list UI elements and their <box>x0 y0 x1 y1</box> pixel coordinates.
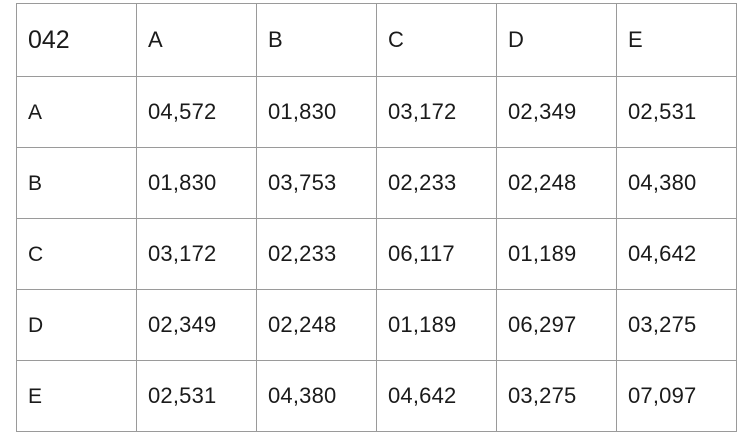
row-header-d: D <box>16 289 137 361</box>
cell-c-b: 02,233 <box>256 218 377 290</box>
cell-c-d: 01,189 <box>496 218 617 290</box>
column-header-c: C <box>376 3 497 77</box>
table-row-e: E 02,531 04,380 04,642 03,275 07,097 <box>16 360 737 432</box>
row-header-c: C <box>16 218 137 290</box>
cell-a-c: 03,172 <box>376 76 497 148</box>
table-row-c: C 03,172 02,233 06,117 01,189 04,642 <box>16 218 737 290</box>
cell-c-e: 04,642 <box>616 218 737 290</box>
cell-d-b: 02,248 <box>256 289 377 361</box>
cell-d-c: 01,189 <box>376 289 497 361</box>
column-header-e: E <box>616 3 737 77</box>
cell-a-b: 01,830 <box>256 76 377 148</box>
cell-a-d: 02,349 <box>496 76 617 148</box>
column-header-b: B <box>256 3 377 77</box>
row-header-e: E <box>16 360 137 432</box>
column-header-d: D <box>496 3 617 77</box>
cell-b-a: 01,830 <box>136 147 257 219</box>
column-header-a: A <box>136 3 257 77</box>
cell-e-c: 04,642 <box>376 360 497 432</box>
table-row-b: B 01,830 03,753 02,233 02,248 04,380 <box>16 147 737 219</box>
matrix-table: 042 A B C D E A 04,572 01,830 03,172 02,… <box>16 3 737 432</box>
cell-a-a: 04,572 <box>136 76 257 148</box>
cell-d-a: 02,349 <box>136 289 257 361</box>
cell-c-c: 06,117 <box>376 218 497 290</box>
cell-b-c: 02,233 <box>376 147 497 219</box>
row-header-b: B <box>16 147 137 219</box>
cell-e-e: 07,097 <box>616 360 737 432</box>
row-header-a: A <box>16 76 137 148</box>
table-row-d: D 02,349 02,248 01,189 06,297 03,275 <box>16 289 737 361</box>
cell-c-a: 03,172 <box>136 218 257 290</box>
corner-cell: 042 <box>16 3 137 77</box>
cell-b-b: 03,753 <box>256 147 377 219</box>
cell-b-e: 04,380 <box>616 147 737 219</box>
cell-e-b: 04,380 <box>256 360 377 432</box>
table-row-a: A 04,572 01,830 03,172 02,349 02,531 <box>16 76 737 148</box>
cell-a-e: 02,531 <box>616 76 737 148</box>
cell-b-d: 02,248 <box>496 147 617 219</box>
header-row: 042 A B C D E <box>16 3 737 77</box>
cell-d-d: 06,297 <box>496 289 617 361</box>
cell-e-d: 03,275 <box>496 360 617 432</box>
cell-e-a: 02,531 <box>136 360 257 432</box>
cell-d-e: 03,275 <box>616 289 737 361</box>
